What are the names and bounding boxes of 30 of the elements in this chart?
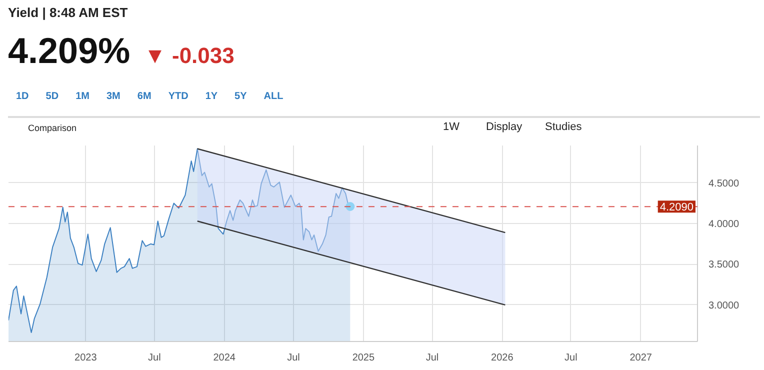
x-tick-label: 2025 xyxy=(352,352,376,364)
y-tick-label: 4.5000 xyxy=(708,178,740,190)
chart-subtitle: 4.209% xyxy=(8,30,130,71)
text: 1D xyxy=(16,90,29,102)
y-tick-label: 3.5000 xyxy=(708,260,740,271)
text: 1M xyxy=(76,90,90,102)
x-tick-label: 2024 xyxy=(213,352,236,364)
x-tick-label: 2023 xyxy=(74,352,98,364)
ref-line-label: 4.2090 xyxy=(660,202,694,214)
text: Display xyxy=(486,120,522,135)
x-tick-label: Jul xyxy=(564,352,578,364)
text: ▼ -0.033 xyxy=(144,42,234,68)
text: ALL xyxy=(264,90,284,102)
text: 1W xyxy=(443,120,460,135)
y-tick-label: 3.0000 xyxy=(708,300,740,312)
text: 6M xyxy=(137,90,152,102)
text: 1Y xyxy=(205,90,218,102)
text: 3M xyxy=(106,90,120,102)
x-tick-label: 2027 xyxy=(630,352,652,364)
text: Studies xyxy=(545,120,582,135)
y-tick-label: 4.0000 xyxy=(708,219,740,230)
text: 5Y xyxy=(234,90,247,102)
text: 5D xyxy=(46,90,59,102)
text: YTD xyxy=(168,90,188,102)
x-tick-label: Jul xyxy=(426,352,439,364)
x-tick-label: Jul xyxy=(287,352,300,364)
x-tick-label: Jul xyxy=(148,352,161,364)
x-tick-label: 2026 xyxy=(491,352,514,364)
chart-title: Yield | 8:48 AM EST xyxy=(8,4,129,22)
text: Comparison xyxy=(28,122,77,135)
